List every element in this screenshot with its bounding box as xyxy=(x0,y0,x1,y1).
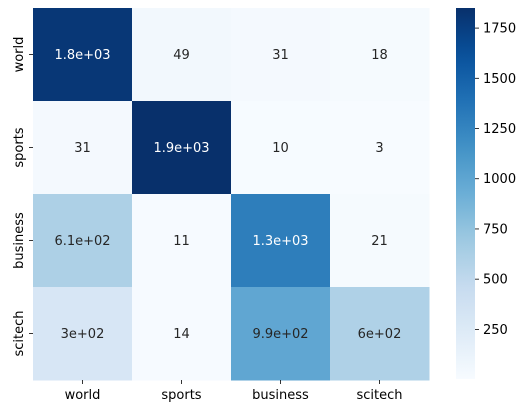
heatmap-cell-scitech-sports xyxy=(132,287,232,381)
x-axis: world sports business scitech xyxy=(65,380,403,403)
heatmap-cell-label: 11 xyxy=(173,234,190,249)
colorbar-ticks: 250 500 750 1000 1250 1500 1750 xyxy=(475,22,516,338)
heatmap-cell-sports-scitech xyxy=(330,101,430,195)
heatmap-cell-business-business xyxy=(231,194,331,288)
heatmap-cell-label: 3 xyxy=(375,141,383,156)
colorbar-tick-label: 1750 xyxy=(483,22,516,37)
heatmap-cell-label: 1.3e+03 xyxy=(252,234,308,249)
heatmap-cell-world-business xyxy=(231,8,331,102)
heatmap-cell-label: 49 xyxy=(173,48,190,63)
heatmap-cell-label: 14 xyxy=(173,327,190,342)
heatmap-cell-business-sports xyxy=(132,194,232,288)
heatmap-cell-label: 31 xyxy=(74,141,91,156)
y-axis: world sports business scitech xyxy=(12,37,33,357)
colorbar-tick-label: 1500 xyxy=(483,72,516,87)
x-tick-label-sports: sports xyxy=(161,388,201,403)
x-tick-label-scitech: scitech xyxy=(356,388,402,403)
heatmap-cell-label: 1.9e+03 xyxy=(153,141,209,156)
heatmap-cell-scitech-business xyxy=(231,287,331,381)
x-tick-label-business: business xyxy=(252,388,309,403)
heatmap-cell-label: 9.9e+02 xyxy=(252,327,308,342)
colorbar-tick-label: 1250 xyxy=(483,122,516,137)
heatmap-cell-label: 6.1e+02 xyxy=(54,234,110,249)
heatmap-cell-label: 1.8e+03 xyxy=(54,48,110,63)
heatmap-cell-world-sports xyxy=(132,8,232,102)
heatmap-cell-label: 6e+02 xyxy=(358,327,402,342)
heatmap-cell-world-world xyxy=(33,8,133,102)
heatmap-cell-label: 3e+02 xyxy=(61,327,105,342)
heatmap-cell-sports-world xyxy=(33,101,133,195)
heatmap-cell-labels: 1.8e+03 49 31 18 31 1.9e+03 10 3 6.1e+02 11 1.3e+0… xyxy=(54,48,401,342)
heatmap-cell-scitech-world xyxy=(33,287,133,381)
colorbar-tick-label: 250 xyxy=(483,323,508,338)
heatmap-cell-sports-sports xyxy=(132,101,232,195)
heatmap-cell-label: 31 xyxy=(272,48,289,63)
colorbar-gradient xyxy=(456,8,475,379)
heatmap-cell-business-world xyxy=(33,194,133,288)
heatmap-cell-label: 21 xyxy=(371,234,388,249)
heatmap-cell-business-scitech xyxy=(330,194,430,288)
colorbar xyxy=(456,8,475,379)
colorbar-tick-label: 500 xyxy=(483,273,508,288)
heatmap-cells xyxy=(33,8,430,381)
x-tick-label-world: world xyxy=(65,388,101,403)
y-tick-label-sports: sports xyxy=(12,127,27,167)
heatmap-cell-world-scitech xyxy=(330,8,430,102)
y-tick-label-business: business xyxy=(12,212,27,269)
colorbar-tick-label: 1000 xyxy=(483,172,516,187)
heatmap-cell-sports-business xyxy=(231,101,331,195)
heatmap-cell-label: 18 xyxy=(371,48,388,63)
y-tick-label-world: world xyxy=(12,37,27,73)
heatmap-cell-scitech-scitech xyxy=(330,287,430,381)
y-tick-label-scitech: scitech xyxy=(12,310,27,356)
colorbar-tick-label: 750 xyxy=(483,222,508,237)
heatmap-cell-label: 10 xyxy=(272,141,289,156)
